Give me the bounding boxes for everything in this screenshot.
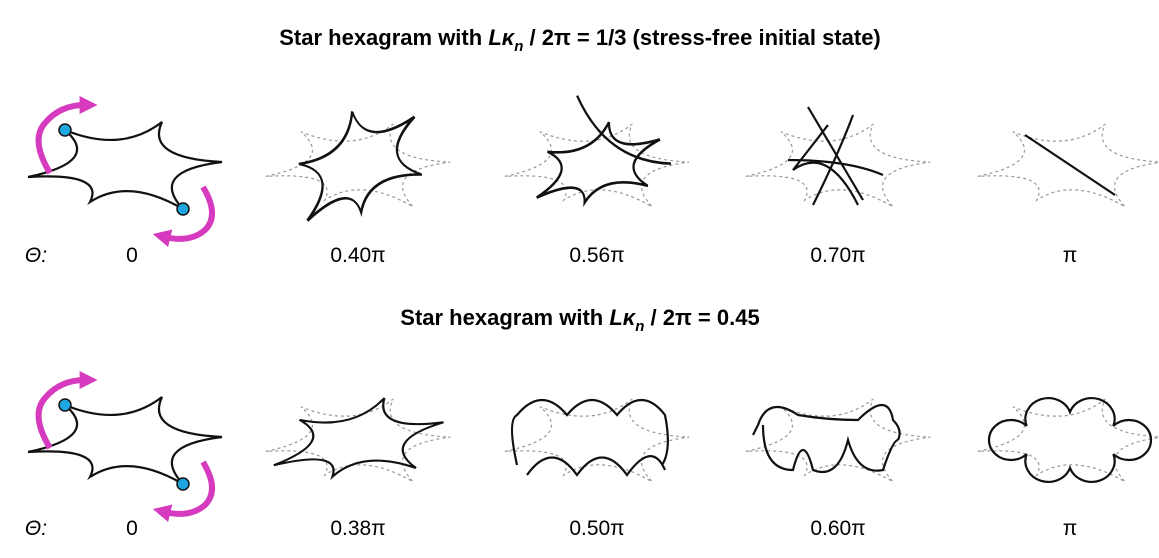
reference-outline xyxy=(504,398,690,483)
angle-label: 0.50π xyxy=(569,517,624,540)
title-variable: Lκ xyxy=(488,25,515,50)
angle-label: 0 xyxy=(126,517,138,540)
shape-panel xyxy=(27,96,223,248)
angle-label: π xyxy=(1063,244,1078,267)
angle-label: 0.70π xyxy=(810,244,865,267)
row-title: Star hexagram with Lκn / 2π = 0.45 xyxy=(400,305,759,335)
twist-arrow xyxy=(35,371,98,450)
twist-arrow xyxy=(152,185,215,248)
reference-outline xyxy=(265,398,451,483)
title-prefix: Star hexagram with xyxy=(279,25,488,50)
shape-panel xyxy=(977,123,1159,208)
reference-outline xyxy=(745,123,931,208)
twist-arrow xyxy=(152,460,215,523)
joint xyxy=(58,398,72,412)
theta-label: Θ: xyxy=(25,244,47,267)
deformed-shape xyxy=(1024,134,1116,196)
twist-arrow xyxy=(35,96,98,175)
joint xyxy=(176,202,190,216)
shape-panel xyxy=(745,398,931,483)
shape-panel xyxy=(265,111,451,222)
shape-panel xyxy=(745,106,931,208)
angle-label: 0 xyxy=(126,244,138,267)
title-subscript: n xyxy=(514,38,523,55)
joint xyxy=(176,477,190,491)
angle-label: 0.40π xyxy=(330,244,385,267)
reference-outline xyxy=(745,398,931,483)
reference-outline xyxy=(977,398,1159,483)
joint xyxy=(58,123,72,137)
shape-panel xyxy=(504,95,690,208)
initial-shape xyxy=(27,396,223,485)
shape-panel xyxy=(504,398,690,483)
title-prefix: Star hexagram with xyxy=(400,305,609,330)
deformed-shape xyxy=(987,397,1153,483)
title-suffix: / 2π = 0.45 xyxy=(644,305,759,330)
angle-label: π xyxy=(1063,517,1078,540)
shape-panel xyxy=(27,371,223,523)
deformed-shape xyxy=(510,399,669,477)
angle-label: 0.56π xyxy=(569,244,624,267)
deformed-shape xyxy=(273,397,444,481)
deformed-shape xyxy=(298,111,423,222)
deformed-shape xyxy=(752,403,901,473)
theta-label: Θ: xyxy=(25,517,47,540)
shape-panel xyxy=(265,397,451,483)
angle-label: 0.60π xyxy=(810,517,865,540)
reference-outline xyxy=(977,123,1159,208)
row-title: Star hexagram with Lκn / 2π = 1/3 (stres… xyxy=(279,25,881,55)
shape-panel xyxy=(977,397,1159,483)
initial-shape xyxy=(27,121,223,210)
title-variable: Lκ xyxy=(609,305,636,330)
angle-label: 0.38π xyxy=(330,517,385,540)
title-subscript: n xyxy=(635,318,644,335)
deformed-shape xyxy=(787,106,884,206)
title-suffix: / 2π = 1/3 (stress-free initial state) xyxy=(523,25,880,50)
reference-outline xyxy=(504,123,690,208)
reference-outline xyxy=(265,123,451,208)
deformed-shape xyxy=(535,95,672,208)
